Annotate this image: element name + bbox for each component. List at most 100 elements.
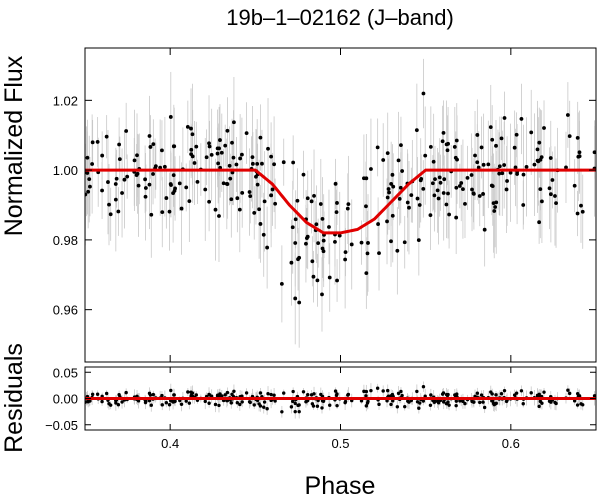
residual-point — [262, 405, 266, 409]
flux-point — [438, 180, 443, 185]
flux-point — [291, 160, 296, 165]
flux-point — [435, 188, 440, 193]
flux-point — [385, 219, 389, 224]
residual-point — [258, 391, 263, 395]
residual-point — [502, 388, 507, 393]
flux-point — [219, 150, 224, 155]
residual-point — [160, 393, 164, 398]
residual-y-tick-label: 0.05 — [53, 365, 78, 380]
residual-point — [364, 404, 369, 408]
y-tick-label: 1.02 — [53, 93, 78, 108]
residual-point — [529, 391, 533, 395]
residual-point — [444, 401, 449, 406]
flux-point — [414, 128, 419, 133]
flux-point — [149, 212, 154, 217]
flux-point — [446, 191, 450, 196]
flux-point — [359, 240, 364, 245]
flux-point — [409, 193, 414, 198]
flux-point — [255, 162, 260, 166]
residual-point — [463, 401, 467, 406]
residual-point — [566, 388, 570, 392]
residual-point — [445, 393, 450, 398]
residual-point — [164, 401, 169, 405]
flux-point — [224, 181, 229, 186]
flux-point — [470, 187, 474, 192]
flux-point — [257, 207, 262, 212]
transit-model-line — [85, 168, 596, 235]
flux-point — [375, 145, 380, 150]
flux-point — [529, 130, 534, 135]
residual-point — [282, 391, 286, 395]
flux-point — [228, 176, 233, 181]
flux-point — [486, 162, 491, 167]
flux-point — [364, 204, 368, 209]
residual-point — [540, 401, 544, 405]
flux-point — [160, 210, 165, 215]
residual-point — [189, 390, 193, 394]
flux-point — [346, 202, 351, 207]
residual-point — [399, 389, 403, 394]
flux-point — [158, 165, 163, 170]
flux-panel-frame — [84, 47, 597, 363]
flux-point — [232, 120, 236, 125]
flux-point — [417, 203, 422, 207]
flux-point — [416, 238, 421, 243]
flux-point — [260, 161, 264, 166]
flux-point — [580, 209, 585, 214]
y-tick-label: 0.98 — [53, 233, 78, 248]
residual-point — [186, 390, 190, 394]
flux-point — [433, 177, 437, 182]
flux-point — [168, 115, 173, 119]
flux-point — [327, 225, 331, 229]
residual-point — [547, 399, 552, 403]
x-tick-label: 0.5 — [331, 436, 349, 451]
residual-point — [88, 399, 92, 403]
residual-point — [291, 389, 295, 394]
residual-point — [147, 391, 152, 396]
flux-point — [114, 176, 119, 181]
flux-point — [320, 246, 325, 251]
flux-point — [85, 155, 90, 160]
flux-point — [405, 200, 410, 205]
flux-point — [454, 185, 459, 190]
flux-point — [407, 205, 411, 210]
flux-point — [177, 181, 182, 186]
residual-point — [334, 393, 339, 398]
residual-point — [359, 399, 364, 403]
flux-point — [279, 281, 284, 286]
flux-point — [389, 239, 393, 244]
residual-point — [179, 402, 184, 406]
flux-point — [396, 158, 401, 163]
flux-point — [281, 160, 286, 165]
residual-point — [160, 403, 164, 407]
flux-point — [113, 182, 118, 186]
flux-point — [364, 271, 369, 275]
residual-point — [207, 401, 211, 405]
residual-point — [461, 399, 465, 404]
residual-point — [257, 402, 261, 406]
residual-point — [346, 393, 350, 397]
flux-point — [454, 138, 459, 143]
flux-point — [482, 227, 487, 232]
flux-point — [421, 91, 426, 96]
residual-point — [390, 392, 395, 397]
flux-point — [171, 173, 176, 178]
flux-point — [497, 171, 502, 176]
residual-point — [173, 399, 177, 403]
flux-point — [592, 150, 596, 155]
residual-point — [386, 388, 390, 393]
residual-point — [364, 394, 368, 398]
flux-point — [457, 184, 462, 188]
residual-point — [238, 402, 242, 407]
flux-point — [524, 164, 529, 169]
flux-point — [445, 148, 450, 153]
flux-point — [535, 147, 540, 152]
flux-point — [432, 193, 437, 198]
flux-point — [400, 169, 405, 173]
flux-point — [490, 137, 495, 142]
x-tick-label: 0.4 — [161, 436, 179, 451]
flux-point — [421, 187, 426, 191]
flux-point — [250, 155, 255, 160]
flux-point — [397, 196, 402, 201]
flux-point — [207, 199, 212, 204]
